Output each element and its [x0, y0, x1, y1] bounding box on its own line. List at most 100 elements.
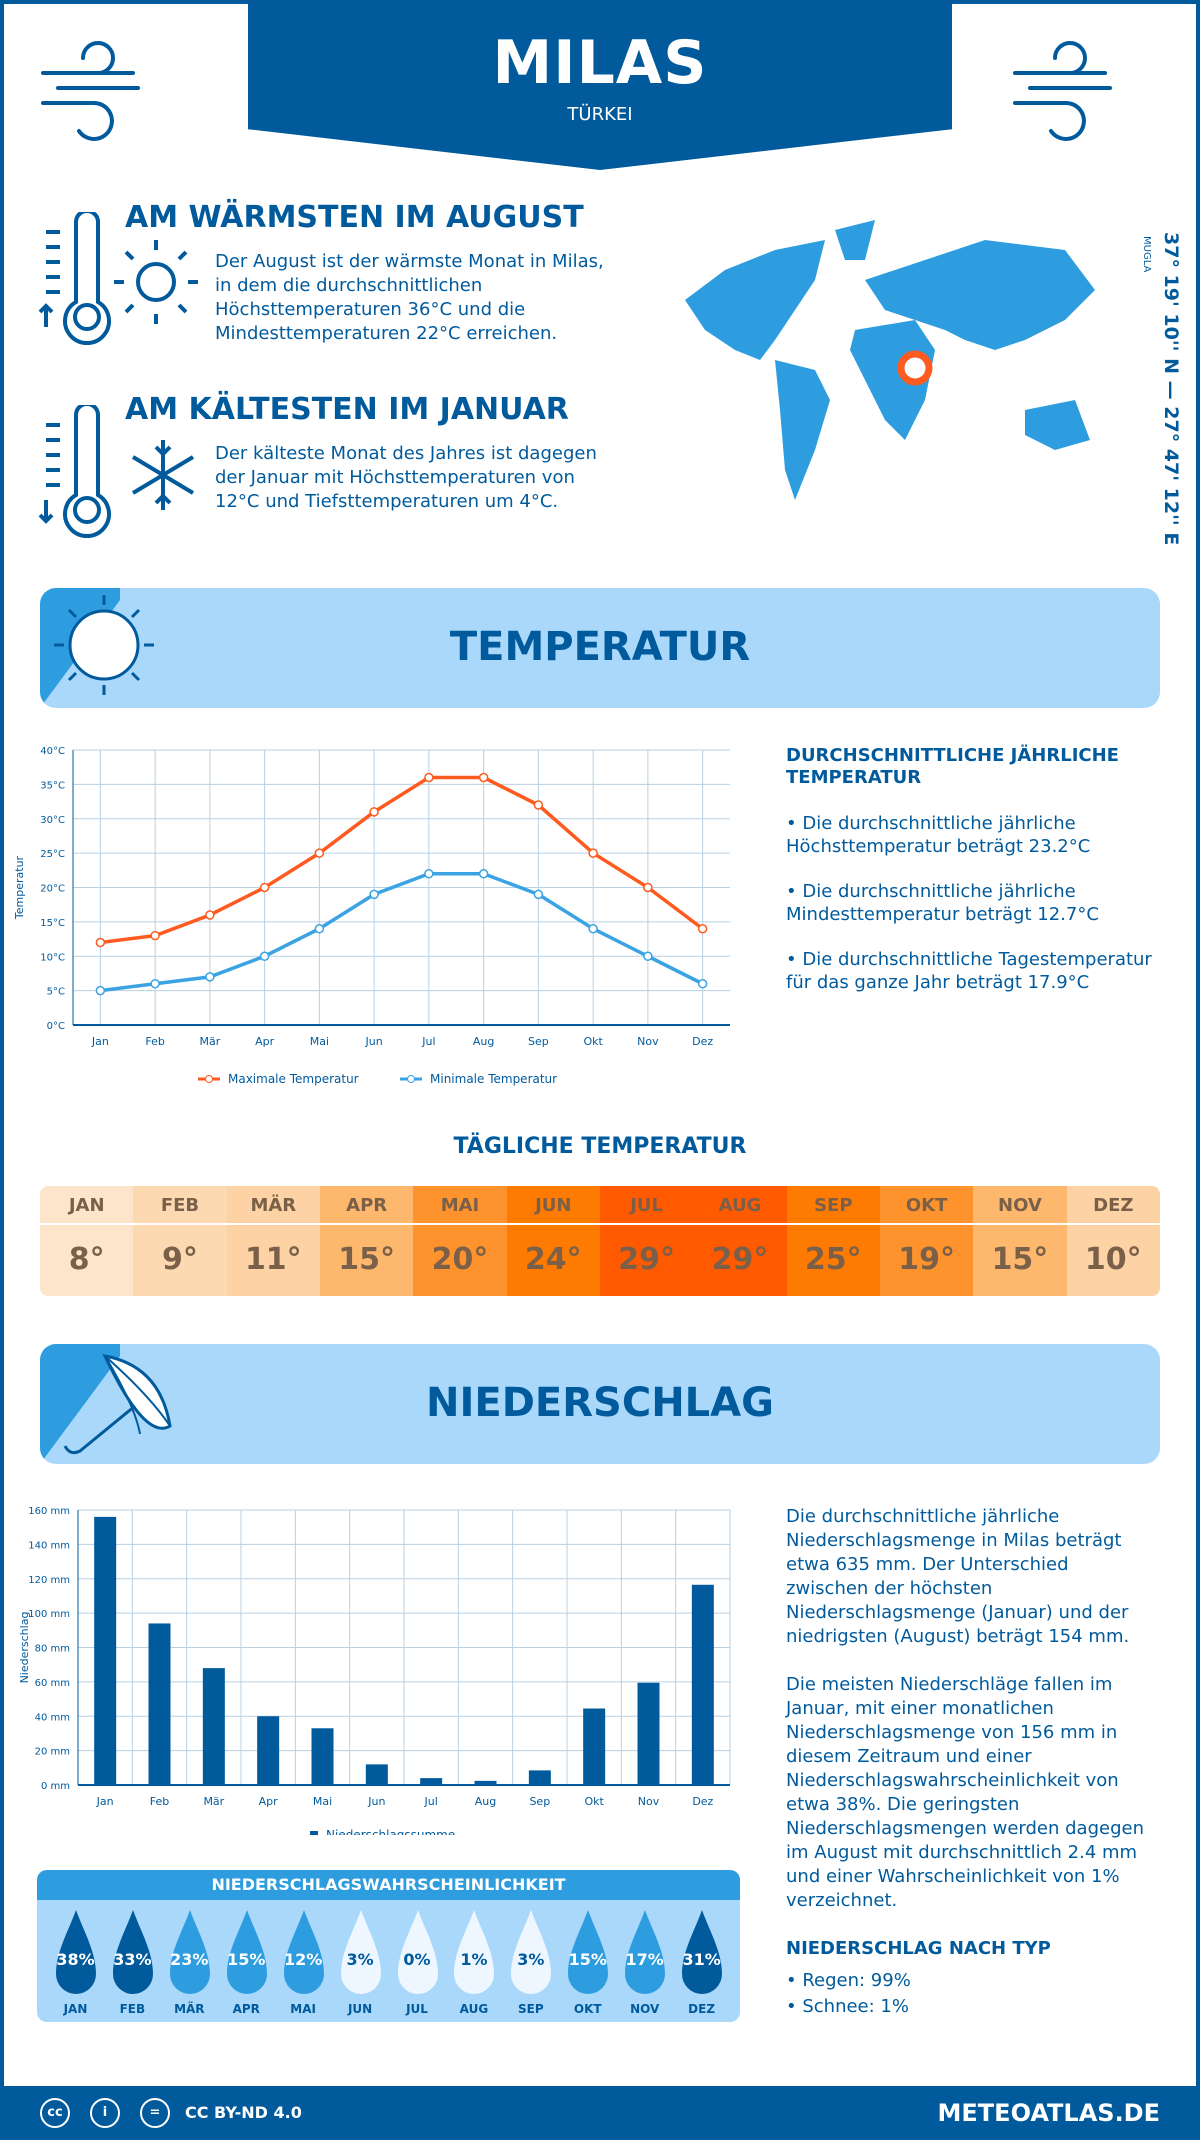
data-point	[150, 979, 160, 989]
daily-temp-cell: JUN 24°	[506, 1186, 600, 1296]
y-tick-label: 0°C	[47, 1021, 65, 1032]
y-axis-label: Temperatur	[13, 855, 26, 920]
daily-temp-cell: DEZ 10°	[1066, 1186, 1160, 1296]
probability-month: OKT	[573, 2002, 602, 2016]
thermometer-cold-icon	[38, 405, 195, 539]
wind-icon-left	[41, 41, 140, 141]
raindrop-icon	[625, 1910, 666, 1994]
x-tick-label: Mai	[310, 1035, 329, 1048]
data-point	[314, 848, 325, 858]
precip-bar	[257, 1716, 280, 1785]
world-map	[685, 220, 1095, 500]
precip-bar	[637, 1682, 660, 1785]
probability-title: NIEDERSCHLAGSWAHRSCHEINLICHKEIT	[37, 1870, 740, 1900]
probability-drop: 38% JAN	[47, 1900, 104, 2022]
data-point	[588, 848, 598, 858]
precip-bar	[311, 1728, 334, 1785]
probability-month: JAN	[63, 2002, 88, 2016]
site-link[interactable]: METEOATLAS.DE	[937, 2099, 1160, 2127]
y-tick-label: 15°C	[40, 918, 65, 929]
data-point	[95, 985, 106, 996]
daily-temp-cell: JAN 8°	[40, 1186, 134, 1296]
daily-value: 11°	[244, 1242, 302, 1277]
probability-value: 17%	[625, 1950, 664, 1969]
y-tick-label: 35°C	[40, 780, 65, 791]
y-tick-label: 30°C	[40, 815, 65, 826]
raindrop-icon	[56, 1910, 96, 1994]
precip-bar	[583, 1708, 606, 1785]
x-tick-label: Jul	[424, 1795, 438, 1808]
raindrop-icon	[454, 1910, 495, 1994]
y-tick-label: 0 mm	[41, 1781, 70, 1792]
data-point	[478, 772, 489, 783]
probability-month: JUN	[347, 2002, 373, 2016]
daily-temp-cell: AUG 29°	[693, 1186, 787, 1296]
daily-value: 29°	[711, 1242, 769, 1277]
data-point	[95, 937, 106, 948]
data-point	[150, 930, 160, 941]
raindrop-icon	[682, 1910, 723, 1994]
y-tick-label: 10°C	[40, 952, 65, 963]
daily-month: SEP	[786, 1186, 880, 1225]
precip-bar	[148, 1623, 171, 1785]
coldest-title: AM KÄLTESTEN IM JANUAR	[125, 392, 569, 427]
footer: cc i = CC BY-ND 4.0 METEOATLAS.DE	[0, 2086, 1200, 2140]
y-tick-label: 80 mm	[35, 1644, 70, 1655]
probability-drop: 31% DEZ	[673, 1900, 730, 2022]
daily-temp-cell: JUL 29°	[599, 1186, 694, 1296]
header-banner: MILAS TÜRKEI	[248, 0, 952, 170]
legend-label: Maximale Temperatur	[228, 1072, 359, 1086]
coordinates: 37° 19' 10'' N — 27° 47' 12'' E	[1160, 232, 1182, 546]
x-tick-label: Sep	[528, 1035, 549, 1048]
daily-temp-cell: APR 15°	[319, 1186, 414, 1296]
probability-value: 12%	[284, 1950, 323, 1969]
data-point	[259, 951, 270, 961]
probability-month: DEZ	[688, 2002, 716, 2016]
precip-type-rain: • Regen: 99%	[786, 1970, 911, 1991]
x-tick-label: Okt	[584, 1795, 604, 1808]
x-tick-label: Okt	[583, 1035, 603, 1048]
precip-bar	[94, 1516, 117, 1785]
probability-month: APR	[232, 2002, 260, 2016]
probability-value: 38%	[56, 1950, 95, 1969]
data-point	[533, 800, 544, 810]
x-tick-label: Aug	[475, 1795, 496, 1808]
data-point	[424, 869, 434, 879]
thermometer-hot-icon	[38, 212, 198, 346]
temp-summary-title: DURCHSCHNITTLICHE JÄHRLICHE TEMPERATUR	[786, 745, 1119, 788]
probability-value: 3%	[346, 1950, 374, 1969]
by-icon: i	[90, 2098, 120, 2128]
probability-value: 15%	[568, 1950, 607, 1969]
probability-month: JUL	[406, 2002, 428, 2016]
precipitation-chart: 0 mm 20 mm 40 mm 60 mm 80 mm 100 mm 120 mm 140 …	[18, 1506, 731, 1835]
legend-label: Niederschlagssumme	[326, 1828, 455, 1835]
probability-month: NOV	[630, 2002, 660, 2016]
raindrop-icon	[112, 1910, 153, 1994]
precip-bar	[691, 1584, 714, 1785]
city-title: MILAS	[492, 28, 708, 98]
x-tick-label: Jun	[365, 1035, 383, 1048]
data-point	[369, 889, 379, 900]
daily-temp-cell: FEB 9°	[133, 1186, 227, 1296]
daily-value: 9°	[162, 1242, 198, 1277]
series-line	[100, 872, 704, 993]
probability-drop: 15% OKT	[559, 1900, 616, 2022]
data-point	[259, 882, 270, 893]
precip-type-title: NIEDERSCHLAG NACH TYP	[786, 1938, 1051, 1959]
data-point	[697, 979, 708, 989]
probability-drop: 3% SEP	[502, 1900, 559, 2022]
y-tick-label: 100 mm	[28, 1609, 70, 1620]
raindrop-icon	[340, 1910, 381, 1994]
temp-bullet-avg: • Die durchschnittliche Tagestemperatur …	[786, 949, 1152, 993]
probability-drop: 0% JUL	[389, 1900, 446, 2022]
raindrop-icon	[511, 1910, 552, 1994]
probability-value: 15%	[227, 1950, 266, 1969]
x-tick-label: Jun	[367, 1795, 385, 1808]
x-tick-label: Mai	[313, 1795, 332, 1808]
daily-month: OKT	[879, 1186, 974, 1225]
precip-bar	[474, 1780, 497, 1785]
x-tick-label: Apr	[255, 1035, 275, 1048]
warmest-title: AM WÄRMSTEN IM AUGUST	[125, 200, 584, 235]
raindrop-icon	[169, 1910, 210, 1994]
daily-temp-cell: MÄR 11°	[226, 1186, 320, 1296]
